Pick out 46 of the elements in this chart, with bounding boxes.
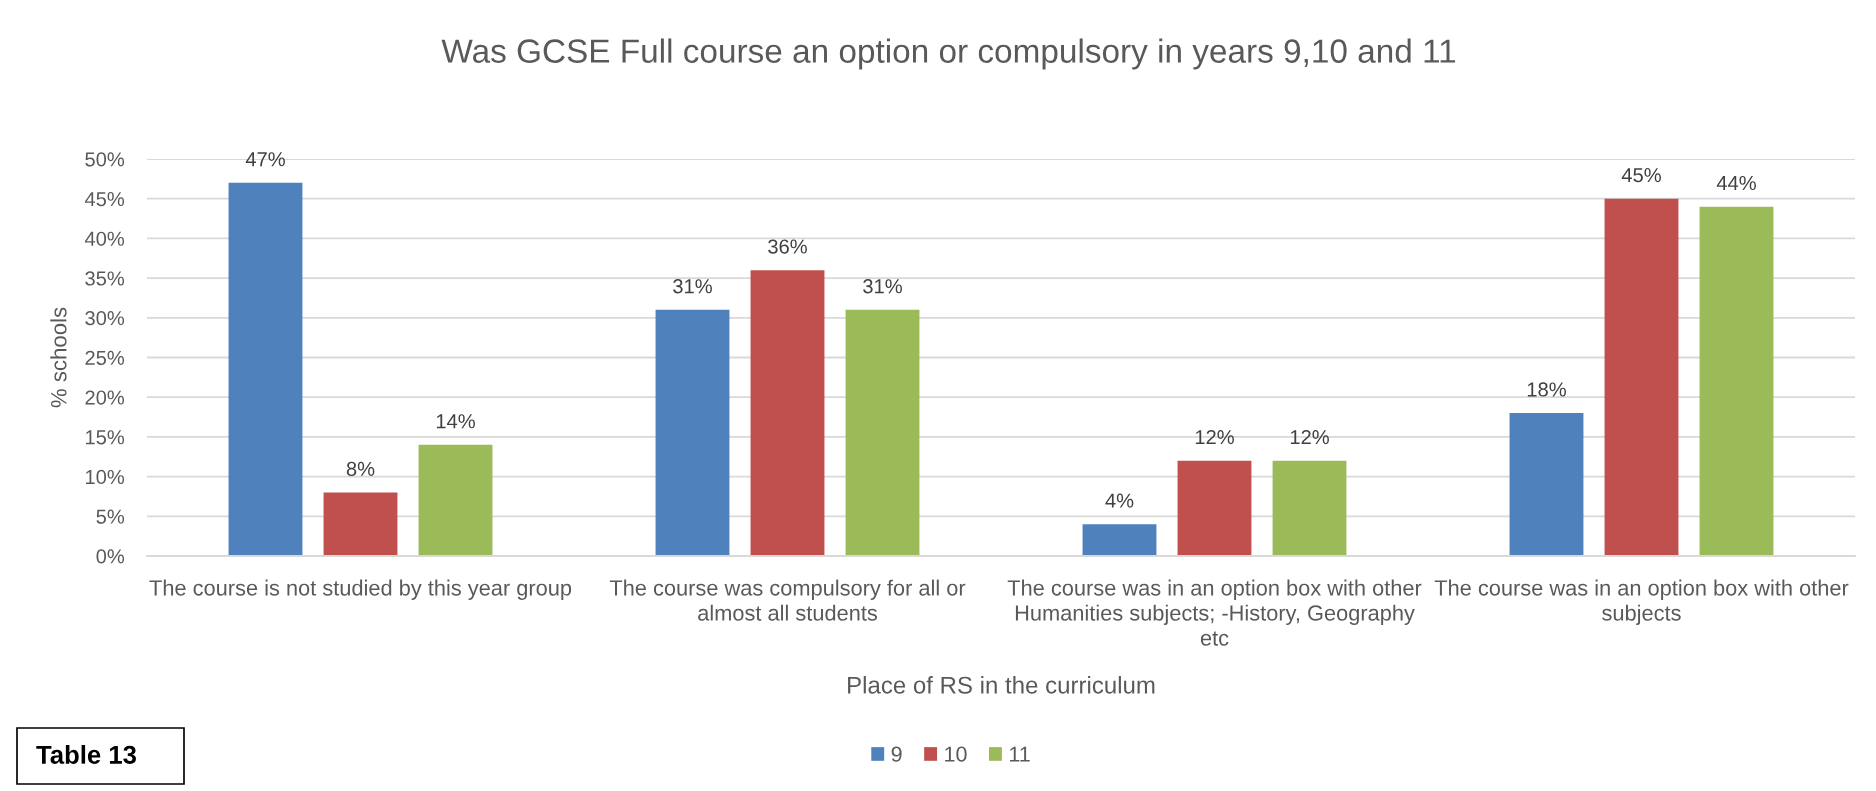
bar (1509, 413, 1584, 556)
y-tick-label: 15% (86, 430, 125, 445)
bar (1177, 460, 1252, 556)
legend-label: 10 (945, 746, 967, 762)
y-tick-label: 30% (85, 311, 125, 326)
x-tick-label: The course was in an option box with other subjects (1434, 579, 1849, 626)
data-label: 18% (1527, 382, 1566, 397)
data-label: 47% (245, 152, 285, 167)
bar (655, 309, 730, 556)
bar (750, 270, 825, 556)
data-label: 12% (1195, 429, 1234, 445)
data-label: 8% (346, 461, 375, 476)
bar (418, 444, 493, 556)
bar (323, 492, 398, 556)
data-label: 12% (1290, 429, 1329, 445)
y-tick-label: 35% (85, 271, 125, 286)
y-tick-label: 0% (96, 549, 125, 564)
y-tick-label: 5% (96, 509, 125, 524)
y-tick-label: 10% (86, 469, 125, 485)
x-tick-label: The course was in an option box with other Humanities subjects; -History, Geography etc (1007, 579, 1422, 646)
y-tick-label: 40% (84, 231, 125, 246)
bar (228, 182, 303, 556)
data-label: 31% (863, 279, 902, 294)
y-axis-title: % schools (50, 307, 67, 408)
caption: Table 13 (36, 745, 136, 764)
data-label: 14% (436, 414, 475, 429)
data-label: 45% (1621, 168, 1661, 183)
data-label: 36% (768, 239, 807, 254)
bar (1699, 206, 1774, 556)
bar (1604, 198, 1679, 556)
chart-title: Was GCSE Full course an option or compulsory in years 9,10 and 11 (441, 38, 1456, 70)
x-tick-label: The course is not studied by this year group (149, 579, 572, 600)
y-tick-label: 50% (85, 152, 125, 167)
x-axis-title: Place of RS in the curriculum (848, 676, 1155, 694)
legend-label: 11 (1010, 746, 1030, 762)
bar (1272, 460, 1347, 556)
y-tick-label: 25% (85, 350, 125, 365)
data-label: 4% (1105, 493, 1134, 508)
data-label: 44% (1716, 175, 1756, 191)
data-label: 31% (673, 279, 712, 294)
legend-label: 9 (891, 746, 902, 762)
bar (1082, 524, 1157, 556)
bar (845, 309, 920, 556)
x-tick-label: The course was compulsory for all or almost all students (609, 579, 966, 621)
y-tick-label: 20% (85, 390, 125, 405)
y-tick-label: 45% (84, 192, 125, 207)
